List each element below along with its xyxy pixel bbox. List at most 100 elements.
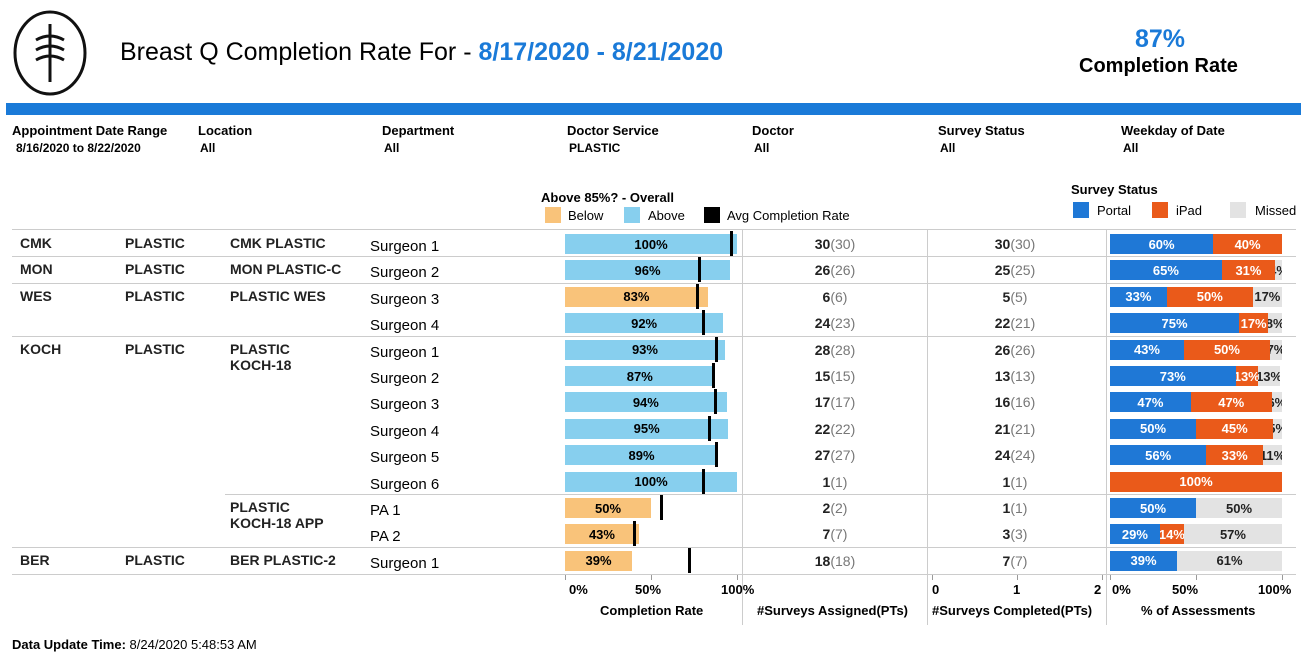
- completion-bar: 96%: [565, 260, 731, 281]
- filter-value: All: [940, 141, 956, 155]
- status-label: 40%: [1234, 236, 1261, 252]
- x-tick: [932, 575, 933, 580]
- status-segment: 31%: [1221, 260, 1276, 281]
- assigned-value: 30: [814, 236, 831, 252]
- assigned-value: 17: [814, 394, 831, 411]
- status-label: 29%: [1121, 526, 1148, 542]
- completion-bar: 43%: [565, 524, 639, 545]
- row-divider: [12, 229, 1296, 230]
- avg-marker: [715, 442, 719, 468]
- x-tick-label: 50%: [635, 582, 662, 597]
- completion-label: 95%: [633, 421, 660, 437]
- status-segment: 50%: [1110, 498, 1196, 518]
- completion-label: 100%: [634, 474, 668, 490]
- x-tick-label: 0%: [569, 582, 588, 597]
- status-segment: 73%: [1110, 366, 1236, 386]
- completed-ref: (13): [1010, 368, 1036, 384]
- axis-title: #Surveys Assigned(PTs): [757, 603, 908, 618]
- doctor: Surgeon 5: [370, 449, 440, 467]
- completed-ref: (26): [1010, 341, 1036, 358]
- assigned-value: 28: [814, 341, 831, 358]
- completed-ref: (16): [1010, 394, 1036, 411]
- service: PLASTIC: [125, 551, 185, 568]
- x-tick-label: 1: [1013, 582, 1021, 597]
- legend-swatch: [624, 207, 640, 223]
- x-tick-label: 100%: [721, 582, 755, 597]
- doctor: PA 1: [370, 502, 401, 519]
- service: PLASTIC: [125, 287, 185, 304]
- legend-swatch: [1073, 202, 1089, 218]
- status-segment: 65%: [1110, 260, 1222, 281]
- completed-value: 21: [994, 420, 1011, 437]
- axis-title: #Surveys Completed(PTs): [932, 603, 1093, 618]
- completion-bar: 100%: [565, 471, 737, 492]
- assigned: 7(7): [760, 526, 910, 542]
- completed: 26(26): [940, 342, 1090, 358]
- column-divider: [742, 230, 743, 625]
- status-segment: 13%: [1257, 366, 1281, 386]
- status-label: 33%: [1221, 447, 1248, 463]
- completion-bar: 50%: [565, 498, 651, 518]
- filter-value: All: [754, 141, 770, 155]
- x-tick: [737, 575, 738, 580]
- completed-value: 16: [994, 394, 1011, 411]
- x-tick-label: 50%: [1172, 582, 1199, 597]
- doctor: Surgeon 4: [370, 422, 440, 440]
- assigned-ref: (2): [830, 500, 848, 516]
- assigned: 27(27): [760, 447, 910, 463]
- status-label: 73%: [1159, 368, 1186, 384]
- legend-label: Above: [648, 208, 685, 223]
- assigned: 30(30): [760, 236, 910, 252]
- status-segment: 47%: [1110, 392, 1191, 413]
- status-label: 60%: [1148, 236, 1175, 252]
- logo: [13, 10, 87, 96]
- assigned-value: 1: [822, 473, 831, 490]
- assigned-ref: (26): [830, 262, 856, 279]
- completion-bar: 93%: [565, 339, 725, 360]
- completed: 1(1): [940, 474, 1090, 490]
- status-segment: 33%: [1206, 445, 1264, 466]
- x-tick: [651, 575, 652, 580]
- completed: 22(21): [940, 315, 1090, 331]
- header-rule: [6, 103, 1301, 115]
- assigned-ref: (22): [830, 420, 856, 437]
- avg-marker: [698, 257, 702, 283]
- axis-line: [12, 574, 1296, 575]
- footer-value: 8/24/2020 5:48:53 AM: [125, 637, 257, 652]
- assigned-value: 6: [822, 288, 831, 305]
- title-text: Breast Q Completion Rate For -: [120, 38, 479, 66]
- status-label: 45%: [1221, 421, 1248, 437]
- status-segment: 33%: [1110, 286, 1167, 307]
- assigned-value: 18: [814, 552, 831, 569]
- x-tick-label: 0%: [1112, 582, 1131, 597]
- avg-marker: [715, 336, 719, 362]
- doctor: Surgeon 1: [370, 238, 440, 255]
- avg-marker: [660, 495, 664, 520]
- completion-bar: 39%: [565, 550, 633, 571]
- x-tick: [565, 575, 566, 580]
- status-segment: 7%: [1269, 339, 1282, 360]
- status-segment: 60%: [1110, 234, 1214, 254]
- x-tick: [1282, 575, 1283, 580]
- avg-marker: [687, 547, 691, 573]
- status-segment: 57%: [1183, 524, 1282, 545]
- completed: 5(5): [940, 289, 1090, 305]
- filter-label: Location: [198, 123, 253, 138]
- status-segment: 14%: [1159, 524, 1184, 545]
- row-divider: [12, 335, 1296, 337]
- filter-value: 8/16/2020 to 8/22/2020: [16, 141, 141, 155]
- avg-marker: [701, 310, 705, 336]
- assigned-value: 15: [814, 368, 831, 384]
- completed-ref: (24): [1010, 447, 1036, 464]
- date-range: 8/17/2020 - 8/21/2020: [478, 38, 724, 66]
- status-segment: 45%: [1196, 418, 1274, 439]
- completed-value: 13: [994, 368, 1011, 384]
- completed: 24(24): [940, 447, 1090, 463]
- doctor: Surgeon 2: [370, 370, 440, 387]
- completion-bar: 87%: [565, 366, 715, 386]
- completed-ref: (7): [1010, 552, 1028, 569]
- status-label: 31%: [1235, 262, 1262, 278]
- department: CMK PLASTIC: [230, 235, 326, 251]
- assigned-ref: (17): [830, 394, 856, 411]
